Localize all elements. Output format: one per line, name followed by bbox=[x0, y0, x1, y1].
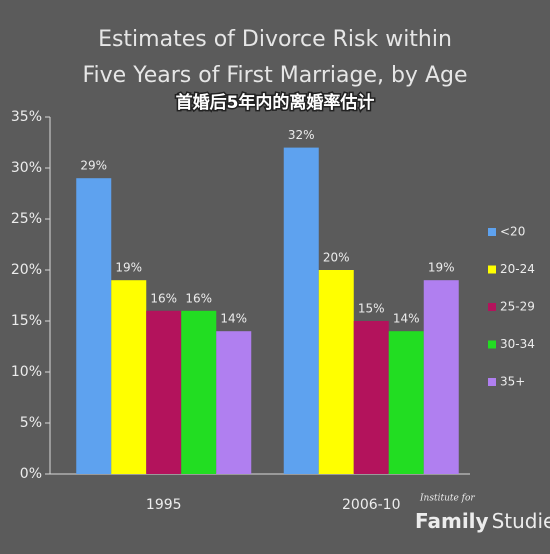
legend-swatch bbox=[488, 303, 496, 311]
chart-title: Five Years of First Marriage, by Age bbox=[82, 63, 467, 88]
x-tick-label: 2006-10 bbox=[342, 497, 401, 513]
legend-label: 30-34 bbox=[500, 337, 535, 351]
value-label: 16% bbox=[150, 291, 177, 305]
value-label: 19% bbox=[428, 261, 455, 275]
legend-swatch bbox=[488, 228, 496, 236]
y-tick-label: 35% bbox=[11, 109, 42, 125]
bar bbox=[318, 270, 354, 474]
value-label: 15% bbox=[358, 302, 385, 316]
brand-small: Institute for bbox=[419, 494, 475, 504]
value-label: 20% bbox=[323, 251, 350, 265]
brand: FamilyStudies bbox=[415, 509, 550, 533]
bar bbox=[76, 178, 112, 474]
x-tick-label: 1995 bbox=[146, 497, 182, 513]
legend-swatch bbox=[488, 340, 496, 349]
bar bbox=[423, 280, 459, 474]
value-label: 14% bbox=[220, 312, 247, 326]
value-label: 19% bbox=[115, 261, 142, 275]
legend-label: <20 bbox=[500, 225, 525, 239]
legend-label: 35+ bbox=[500, 375, 525, 389]
bar bbox=[283, 147, 319, 474]
bar bbox=[388, 331, 424, 474]
y-tick-label: 30% bbox=[11, 160, 42, 176]
bar bbox=[353, 321, 389, 474]
chart-subtitle: 首婚后5年内的离婚率估计 bbox=[176, 92, 375, 113]
chart-title: Estimates of Divorce Risk within bbox=[98, 27, 452, 52]
bar bbox=[216, 331, 252, 474]
value-label: 32% bbox=[288, 128, 315, 142]
y-tick-label: 25% bbox=[11, 211, 42, 227]
y-tick-label: 0% bbox=[20, 466, 42, 482]
brand-rest: Studies bbox=[492, 509, 550, 533]
value-label: 29% bbox=[80, 159, 107, 173]
legend-swatch bbox=[488, 378, 496, 386]
legend-label: 25-29 bbox=[500, 300, 535, 314]
y-tick-label: 20% bbox=[11, 262, 42, 278]
value-label: 14% bbox=[393, 312, 420, 326]
y-tick-label: 15% bbox=[11, 313, 42, 329]
legend-label: 20-24 bbox=[500, 262, 535, 276]
legend-swatch bbox=[488, 265, 496, 274]
bar bbox=[111, 280, 147, 474]
bar bbox=[146, 310, 182, 474]
brand-bold: Family bbox=[415, 509, 489, 533]
bar bbox=[181, 310, 217, 474]
y-tick-label: 10% bbox=[11, 364, 42, 380]
y-tick-label: 5% bbox=[20, 415, 42, 431]
value-label: 16% bbox=[185, 291, 212, 305]
